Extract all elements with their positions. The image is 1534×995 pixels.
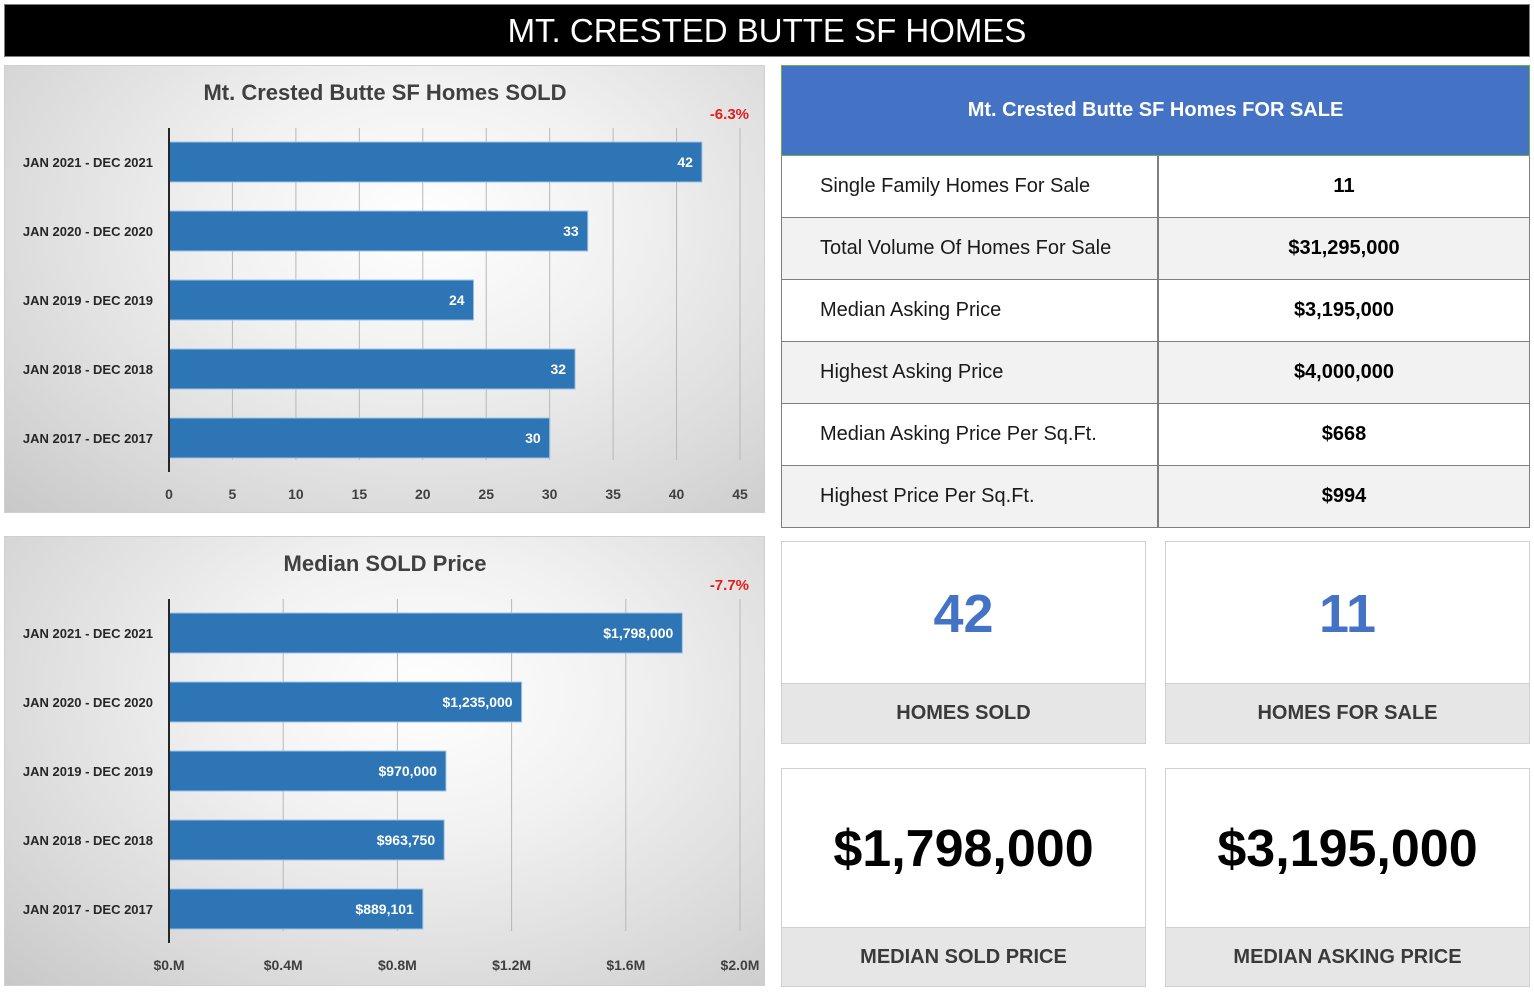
bar [168,279,475,321]
x-tick-label: 30 [542,486,558,502]
bar-value-label: 33 [563,223,579,239]
stat-label: HOMES FOR SALE [1166,683,1529,743]
bar [168,141,703,183]
x-tick-label: 35 [605,486,621,502]
bar [168,417,551,459]
x-tick-label: 20 [415,486,431,502]
bar [168,888,424,930]
x-tick-label: 10 [288,486,304,502]
chart-title: Median SOLD Price [284,551,487,576]
row-label: Median Asking Price Per Sq.Ft. [782,404,1159,465]
homes-sold-chart: Mt. Crested Butte SF Homes SOLD -6.3% 0 5 10… [4,65,765,513]
for-sale-table-title: Mt. Crested Butte SF Homes FOR SALE [967,99,1344,121]
table-row: Median Asking Price Per Sq.Ft. $668 [781,404,1530,466]
row-label: Median Asking Price [782,280,1159,341]
table-row: Total Volume Of Homes For Sale $31,295,0… [781,218,1530,280]
row-value: $31,295,000 [1288,237,1400,259]
x-tick-label: 40 [669,486,685,502]
row-value: 11 [1333,175,1355,197]
bar-value-label: $963,750 [377,832,436,848]
bar [168,210,589,252]
x-tick-label: $0.4M [264,957,303,973]
stat-card-homes-sold: 42 HOMES SOLD [781,541,1146,744]
category-label: JAN 2017 - DEC 2017 [23,431,153,446]
x-tick-label: $2.0M [721,957,760,973]
table-row: Highest Asking Price $4,000,000 [781,342,1530,404]
bar-value-label: 42 [677,154,693,170]
table-row: Single Family Homes For Sale 11 [781,156,1530,218]
row-label: Single Family Homes For Sale [782,156,1159,217]
category-label: JAN 2021 - DEC 2021 [23,626,153,641]
bar [168,681,523,723]
median-sold-price-chart: Median SOLD Price -7.7% $0.M $0.4M $0.8M $1.2… [4,536,765,986]
table-row: Median Asking Price $3,195,000 [781,280,1530,342]
x-tick-label: 25 [478,486,494,502]
x-tick-label: 15 [352,486,368,502]
bar [168,750,447,792]
stat-card-median-asking-price: $3,195,000 MEDIAN ASKING PRICE [1165,768,1530,987]
x-tick-label: 5 [229,486,237,502]
stat-value: 42 [933,583,994,644]
homes-sold-chart-svg: Mt. Crested Butte SF Homes SOLD -6.3% 0 5 10… [23,80,749,502]
bar-value-label: 32 [550,361,566,377]
bar-value-label: $1,798,000 [603,625,673,641]
x-tick-label: $0.8M [378,957,417,973]
chart-title: Mt. Crested Butte SF Homes SOLD [203,80,566,105]
stat-card-median-sold-price: $1,798,000 MEDIAN SOLD PRICE [781,768,1146,987]
median-sold-price-chart-svg: Median SOLD Price -7.7% $0.M $0.4M $0.8M $1.2… [23,551,760,973]
row-value: $4,000,000 [1293,361,1395,383]
stat-value: $1,798,000 [833,820,1094,878]
row-value: $668 [1321,423,1367,445]
category-label: JAN 2017 - DEC 2017 [23,902,153,917]
stat-card-homes-for-sale: 11 HOMES FOR SALE [1165,541,1530,744]
x-tick-label: $1.6M [606,957,645,973]
bar-value-label: 30 [525,430,541,446]
change-percent-label: -7.7% [710,577,749,594]
bar [168,819,445,861]
bar-value-label: $970,000 [379,763,438,779]
row-label: Total Volume Of Homes For Sale [782,218,1159,279]
table-row: Highest Price Per Sq.Ft. $994 [781,466,1530,528]
category-label: JAN 2020 - DEC 2020 [23,695,153,710]
category-label: JAN 2020 - DEC 2020 [23,224,153,239]
category-label: JAN 2019 - DEC 2019 [23,764,153,779]
row-value: $3,195,000 [1293,299,1395,321]
bar [168,348,576,390]
stat-label: MEDIAN ASKING PRICE [1166,927,1529,986]
stat-label: MEDIAN SOLD PRICE [782,927,1145,986]
category-label: JAN 2019 - DEC 2019 [23,293,153,308]
for-sale-table: Mt. Crested Butte SF Homes FOR SALE Sing… [781,65,1530,528]
row-label: Highest Price Per Sq.Ft. [782,466,1159,527]
stat-value: $3,195,000 [1217,820,1478,878]
x-tick-label: 45 [732,486,748,502]
bar-value-label: $889,101 [355,901,414,917]
bar-value-label: 24 [449,292,465,308]
x-tick-label: $0.M [153,957,184,973]
row-label: Highest Asking Price [782,342,1159,403]
bar-value-label: $1,235,000 [443,694,513,710]
change-percent-label: -6.3% [710,106,749,123]
category-label: JAN 2018 - DEC 2018 [23,833,153,848]
stat-label: HOMES SOLD [782,683,1145,743]
x-tick-label: $1.2M [492,957,531,973]
stat-value: 11 [1318,583,1377,644]
page-title: MT. CRESTED BUTTE SF HOMES [507,11,1027,49]
x-tick-label: 0 [165,486,173,502]
category-label: JAN 2018 - DEC 2018 [23,362,153,377]
for-sale-table-header: Mt. Crested Butte SF Homes FOR SALE [781,65,1530,156]
category-label: JAN 2021 - DEC 2021 [23,155,153,170]
page-title-banner: MT. CRESTED BUTTE SF HOMES [4,4,1530,57]
row-value: $994 [1321,485,1367,507]
